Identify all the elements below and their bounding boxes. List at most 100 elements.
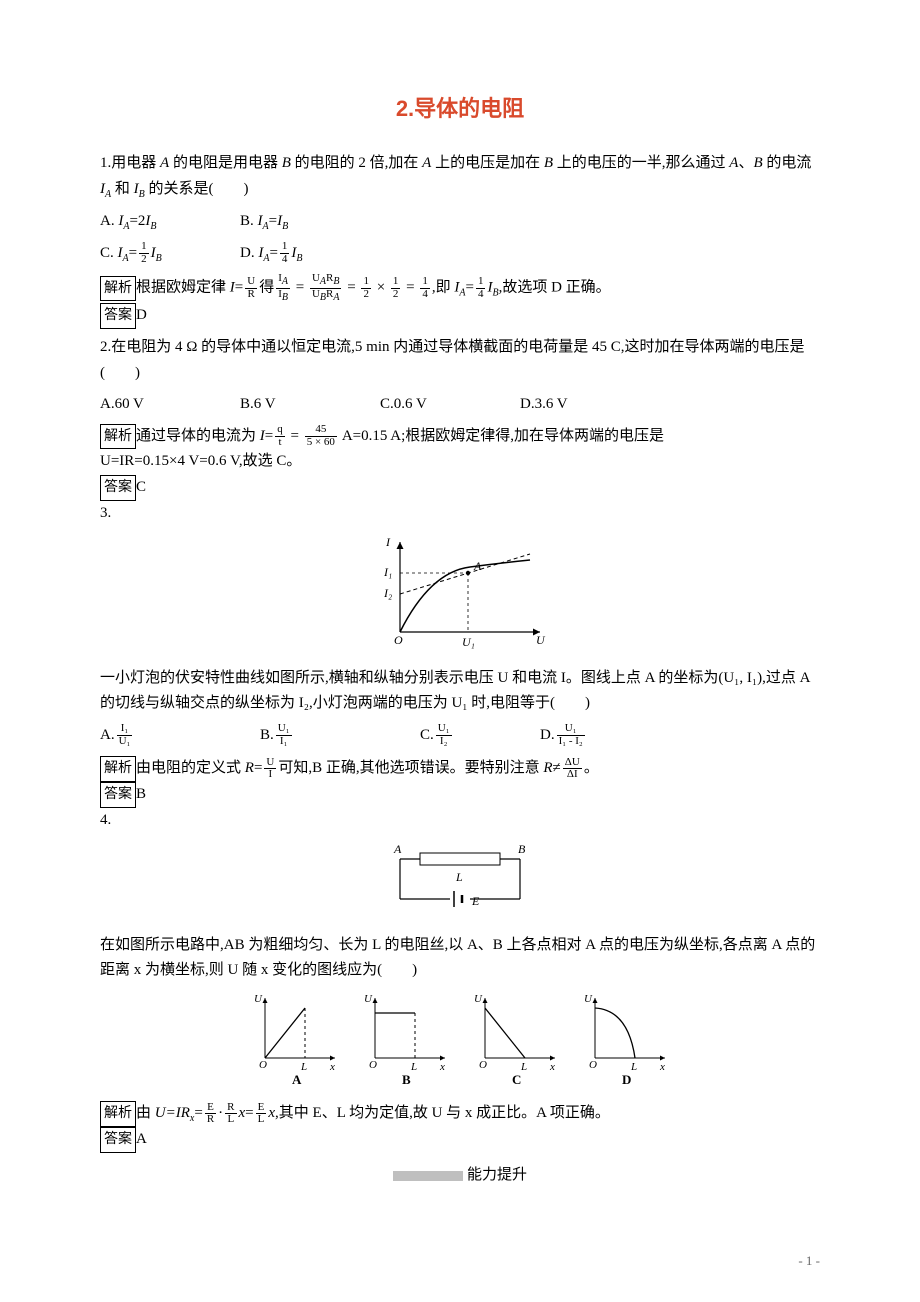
text: ,其中 E、L 均为定值,故 U 与 x 成正比。A 项正确。 (275, 1105, 610, 1121)
den: 4 (476, 289, 486, 301)
text: = (287, 428, 303, 444)
den: 4 (280, 254, 290, 266)
den: ΔI (563, 769, 582, 781)
lbl-B: B (518, 842, 526, 856)
q2-options: A.60 V B.6 V C.0.6 V D.3.6 V (100, 392, 820, 418)
q1-stem: 1.用电器 A 的电阻是用电器 B 的电阻的 2 倍,加在 A 上的电压是加在 … (100, 155, 811, 197)
lbl-I1: I₁ (383, 565, 392, 579)
q1-optC: C. IA=12IB (100, 241, 240, 267)
question-4: 4. (100, 808, 820, 834)
text: 上的电压的一半,那么通过 (553, 155, 729, 171)
text: C. (420, 727, 434, 743)
q1-optB: B. IA=IB (240, 209, 380, 235)
q1-solution: 解析根据欧姆定律 I=UR得IAIB = UARBUBRA = 12 × 12 … (100, 273, 820, 303)
label-solution: 解析 (100, 756, 136, 782)
var: U=IR (155, 1105, 190, 1121)
svg-text:U: U (584, 993, 593, 1005)
question-3: 3. (100, 501, 820, 527)
label-answer: 答案 (100, 475, 136, 501)
text: = (269, 245, 277, 261)
lbl-A: A (393, 842, 402, 856)
lbl-O: O (394, 633, 403, 647)
divider-bar (393, 1171, 463, 1181)
question-1: 1.用电器 A 的电阻是用电器 B 的电阻的 2 倍,加在 A 上的电压是加在 … (100, 151, 820, 203)
text: 根据欧姆定律 (136, 280, 230, 296)
num: 1 (420, 276, 430, 289)
text: ,故选项 D 正确。 (499, 280, 611, 296)
q1-options-row2: C. IA=12IB D. IA=14IB (100, 241, 820, 267)
var-A: A (422, 155, 431, 171)
den: I (264, 769, 276, 781)
q4-number: 4. (100, 812, 111, 828)
num: q (275, 424, 285, 437)
label-solution: 解析 (100, 424, 136, 450)
text: × (373, 280, 389, 296)
q2-optA: A.60 V (100, 392, 240, 418)
text: = (292, 280, 308, 296)
den: 5 × 60 (305, 437, 337, 449)
svg-text:x: x (549, 1061, 555, 1073)
den: t (275, 437, 285, 449)
label-answer: 答案 (100, 782, 136, 808)
label-answer: 答案 (100, 303, 136, 329)
svg-text:O: O (259, 1059, 267, 1071)
svg-text:C: C (512, 1072, 521, 1087)
q4-stem: 在如图所示电路中,AB 为粗细均匀、长为 L 的电阻丝,以 A、B 上各点相对 … (100, 933, 820, 984)
q3-options: A.I₁U₁ B.U₁I₁ C.U₁I₂ D.U₁I₁ - I₂ (100, 723, 820, 749)
text: 的电流 (763, 155, 812, 171)
text: = (466, 280, 474, 296)
page-container: 2.导体的电阻 1.用电器 A 的电阻是用电器 B 的电阻的 2 倍,加在 A … (0, 0, 920, 1302)
text: 1.用电器 (100, 155, 160, 171)
num: I₁ (117, 723, 133, 736)
q3-optC: C.U₁I₂ (420, 723, 540, 749)
q4-charts-svg: U O L x A U O L x B (240, 988, 680, 1088)
text: ≠ (553, 760, 561, 776)
var-B: B (544, 155, 553, 171)
text: A. (100, 727, 115, 743)
den: I₁ - I₂ (557, 736, 585, 748)
text: ,即 (432, 280, 455, 296)
text: 通过导体的电流为 (136, 428, 260, 444)
text: 可知,B 正确,其他选项错误。要特别注意 (278, 760, 543, 776)
q2-answer: 答案C (100, 475, 820, 501)
den: R (205, 1114, 216, 1126)
num: U₁ (557, 723, 585, 736)
section-divider: 能力提升 (100, 1163, 820, 1189)
den: 4 (420, 289, 430, 301)
num: 1 (391, 276, 401, 289)
text: C. (100, 245, 118, 261)
text: 上的电压是加在 (431, 155, 544, 171)
var: R (245, 760, 254, 776)
den: R (245, 289, 257, 301)
den: 2 (139, 254, 149, 266)
den: L (225, 1114, 236, 1126)
svg-text:O: O (589, 1059, 597, 1071)
text: · (218, 1105, 223, 1121)
text: = (235, 280, 243, 296)
svg-text:D: D (622, 1072, 631, 1087)
text: D. (540, 727, 555, 743)
den: L (256, 1114, 267, 1126)
text: B. (240, 213, 258, 229)
text: 、 (738, 155, 753, 171)
svg-text:U: U (254, 993, 263, 1005)
label-solution: 解析 (100, 1101, 136, 1127)
text: = (269, 213, 277, 229)
q3-optB: B.U₁I₁ (260, 723, 420, 749)
lbl-U1: U₁ (462, 635, 475, 649)
var-B: B (753, 155, 762, 171)
text: A=0.15 A;根据欧姆定律得,加在导体两端的电压是 (339, 428, 664, 444)
text: 和 (111, 181, 134, 197)
answer-value: B (136, 786, 146, 802)
text: 的电阻是用电器 (169, 155, 282, 171)
num: U₁ (436, 723, 452, 736)
text: =2 (129, 213, 145, 229)
q3-solution: 解析由电阻的定义式 R=UI可知,B 正确,其他选项错误。要特别注意 R≠ΔUΔ… (100, 756, 820, 782)
q3-optD: D.U₁I₁ - I₂ (540, 723, 700, 749)
q1-optD: D. IA=14IB (240, 241, 380, 267)
text: = (402, 280, 418, 296)
var-B: B (282, 155, 291, 171)
var: R (543, 760, 552, 776)
text: 由 (136, 1105, 155, 1121)
q4-option-charts: U O L x A U O L x B (100, 988, 820, 1098)
